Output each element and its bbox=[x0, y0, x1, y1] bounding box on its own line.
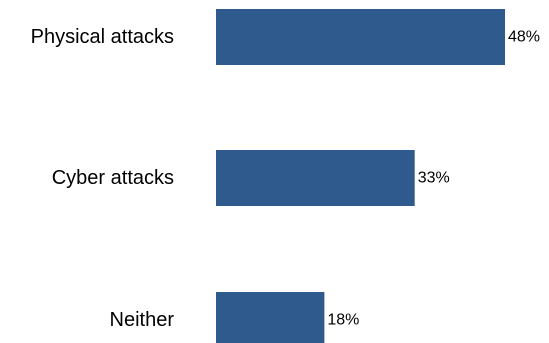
category-label-neither: Neither bbox=[110, 309, 175, 331]
value-labels-group: 48% 33% 18% bbox=[327, 29, 540, 329]
bar-neither bbox=[216, 292, 325, 343]
value-label-neither: 18% bbox=[327, 312, 359, 329]
category-label-physical-attacks: Physical attacks bbox=[31, 26, 174, 48]
bar-cyber-attacks bbox=[216, 150, 415, 206]
value-label-cyber-attacks: 33% bbox=[418, 170, 450, 187]
value-label-physical-attacks: 48% bbox=[508, 29, 540, 46]
category-labels-group: Physical attacks Cyber attacks Neither bbox=[31, 26, 175, 331]
bar-physical-attacks bbox=[216, 9, 505, 65]
bars-group bbox=[216, 9, 505, 343]
category-label-cyber-attacks: Cyber attacks bbox=[52, 167, 174, 189]
